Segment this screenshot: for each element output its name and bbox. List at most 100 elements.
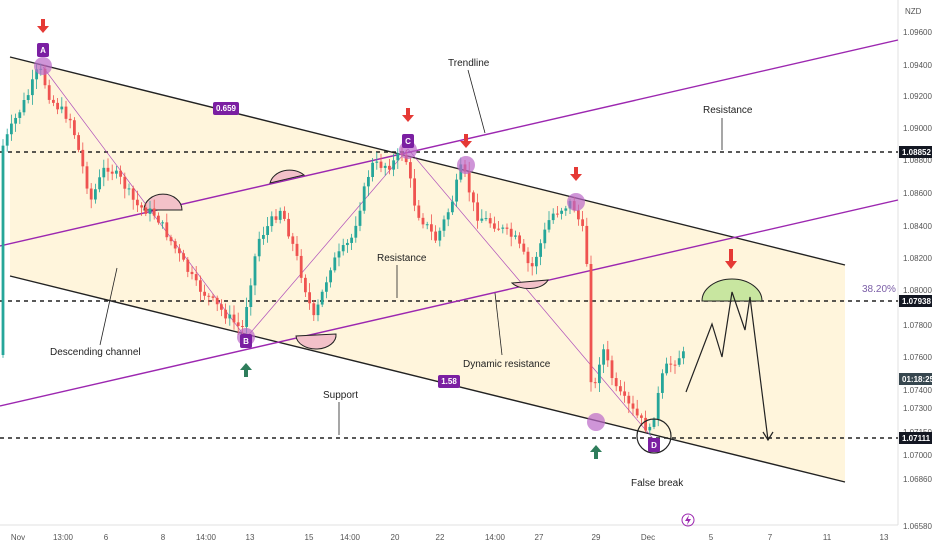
svg-text:C: C (405, 137, 411, 146)
point-badge-a[interactable]: A (37, 43, 49, 57)
candle (215, 295, 219, 312)
candle (341, 238, 345, 256)
candle (64, 100, 68, 123)
candle (434, 225, 437, 243)
candle (110, 164, 114, 181)
candle (304, 274, 307, 298)
y-tick-label: 1.08600 (903, 189, 932, 198)
candle (379, 153, 383, 173)
candle (556, 206, 559, 218)
candle (115, 166, 118, 179)
candle (661, 369, 664, 399)
channel-fill (10, 57, 845, 482)
candle (56, 98, 59, 115)
channel-lower-line[interactable] (9, 275, 846, 483)
candle (677, 350, 681, 367)
price-tag-2: 1.07938 (899, 295, 932, 307)
price-tag-3: 1.07111 (899, 432, 932, 444)
candle (249, 278, 253, 316)
point-circle-c2 (457, 156, 475, 174)
candle (295, 235, 299, 261)
candle (329, 267, 332, 288)
candle (257, 231, 261, 262)
candle (203, 284, 206, 300)
candle (560, 207, 563, 220)
candle (190, 266, 194, 280)
candle (346, 239, 349, 253)
y-tick-label: 1.07600 (903, 353, 932, 362)
trendline-pointer (467, 69, 486, 134)
candle (283, 206, 286, 222)
x-tick-label: 22 (436, 533, 445, 542)
y-tick-label: 1.07300 (903, 404, 932, 413)
price-tag-current: 01:18:25 (899, 373, 932, 385)
candle (476, 193, 479, 229)
x-axis[interactable]: Nov 13:00 6 8 14:00 13 15 14:00 20 22 14:00 27 29 Dec… (11, 533, 889, 542)
candle (22, 92, 26, 116)
candle (505, 223, 509, 235)
candle (245, 297, 248, 334)
green-up-arrow-b (240, 363, 252, 377)
label-resistance-mid: Resistance (377, 253, 427, 264)
badge-158[interactable]: 1.58 (438, 375, 460, 388)
candle (232, 305, 236, 330)
candle (186, 256, 190, 278)
y-tick-label: 1.09000 (903, 124, 932, 133)
point-badge-b[interactable]: B (240, 334, 252, 348)
candle (152, 199, 156, 220)
svg-text:1.58: 1.58 (441, 377, 457, 386)
candle (392, 153, 395, 177)
candle (543, 222, 547, 249)
candle (266, 217, 269, 243)
purple-trendline-lower[interactable] (0, 199, 899, 407)
x-tick-label: 7 (768, 533, 773, 542)
red-down-arrow-target (725, 249, 737, 269)
candle (564, 205, 568, 216)
candle (497, 221, 500, 231)
candle (442, 215, 446, 237)
fib-label: 38.20% (862, 284, 896, 295)
candle (287, 212, 290, 239)
candle (182, 249, 185, 262)
candle (144, 203, 148, 217)
x-tick-label: 11 (823, 533, 832, 542)
candle (518, 232, 521, 249)
y-tick-label: 1.08400 (903, 222, 932, 231)
candle (673, 360, 677, 374)
green-up-arrow-d (590, 445, 602, 459)
projection-path (685, 291, 769, 441)
point-badge-d[interactable]: D (648, 438, 660, 452)
candle (484, 211, 488, 222)
candle (551, 208, 555, 224)
candle (585, 217, 589, 267)
candle (358, 202, 362, 232)
candle (627, 391, 631, 414)
svg-text:A: A (40, 46, 46, 55)
channel-upper-line[interactable] (9, 56, 846, 266)
candle (85, 161, 89, 195)
candle (488, 213, 492, 228)
candle (669, 355, 673, 373)
x-tick-label: 13 (246, 533, 255, 542)
candle (409, 157, 412, 188)
candle (383, 162, 387, 176)
candle (438, 227, 442, 247)
label-descending-channel: Descending channel (50, 347, 141, 358)
candle (472, 190, 475, 212)
y-axis[interactable]: 1.09600 1.09400 1.09200 1.09000 1.08800 1.086… (903, 28, 932, 531)
projection-arrowhead (762, 431, 774, 442)
candle (52, 95, 55, 107)
candle (31, 69, 34, 105)
svg-text:0.659: 0.659 (216, 104, 237, 113)
x-tick-label: 29 (592, 533, 601, 542)
candle (350, 233, 353, 250)
candle (451, 195, 454, 215)
y-tick-label: 1.09400 (903, 61, 932, 70)
point-badge-c[interactable]: C (402, 134, 414, 148)
label-dynamic-resistance: Dynamic resistance (463, 359, 551, 370)
badge-0659[interactable]: 0.659 (213, 102, 239, 115)
candle (308, 283, 311, 310)
price-axis-bg (898, 0, 932, 550)
lightning-icon[interactable] (681, 513, 695, 527)
